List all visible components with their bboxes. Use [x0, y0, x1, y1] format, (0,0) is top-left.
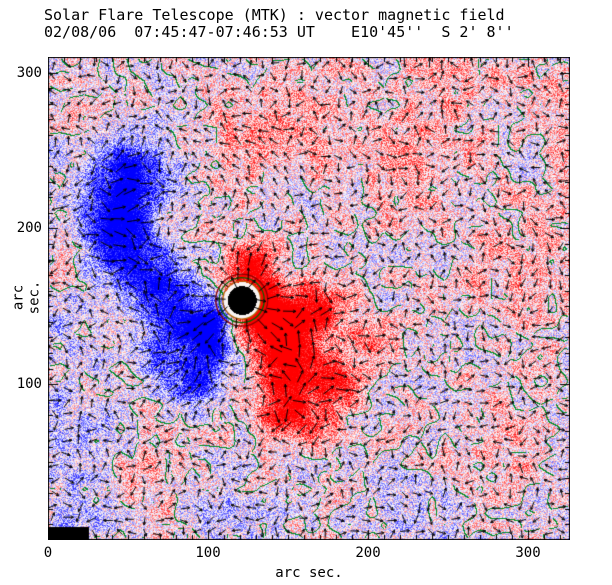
y-tick-200: 200	[16, 220, 42, 236]
x-tick-200: 200	[355, 545, 381, 561]
plot-title: Solar Flare Telescope (MTK) : vector mag…	[44, 6, 505, 24]
x-tick-0: 0	[43, 545, 53, 561]
magnetogram-canvas	[48, 57, 570, 540]
x-tick-300: 300	[515, 545, 541, 561]
plot-subtitle: 02/08/06 07:45:47-07:46:53 UT E10'45'' S…	[44, 23, 514, 41]
x-tick-100: 100	[195, 545, 221, 561]
y-tick-300: 300	[16, 65, 42, 81]
x-axis-label: arc sec.	[275, 565, 343, 581]
y-tick-100: 100	[16, 376, 42, 392]
y-axis-label: arc sec.	[10, 280, 43, 315]
